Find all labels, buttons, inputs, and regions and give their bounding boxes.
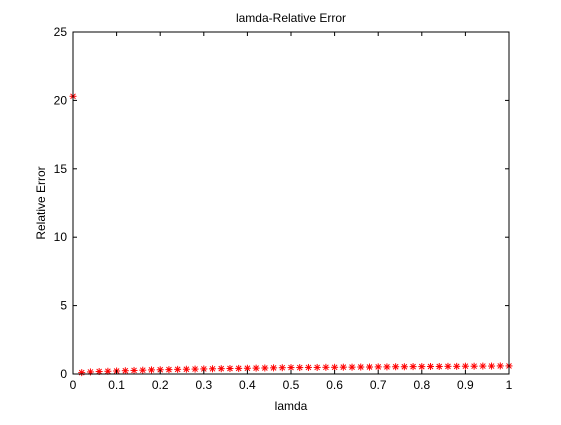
data-point <box>357 364 364 371</box>
x-tick-label: 0.9 <box>457 378 474 392</box>
data-point <box>331 364 338 371</box>
y-tick-label: 25 <box>54 25 68 39</box>
x-tick-label: 0.4 <box>239 378 256 392</box>
data-point <box>401 363 408 370</box>
data-point <box>218 365 225 372</box>
data-point <box>279 364 286 371</box>
data-point <box>462 363 469 370</box>
data-point <box>471 363 478 370</box>
data-point <box>314 364 321 371</box>
data-point <box>340 364 347 371</box>
data-point <box>183 366 190 373</box>
x-tick-label: 0.8 <box>413 378 430 392</box>
data-point <box>78 369 85 376</box>
data-point <box>453 363 460 370</box>
x-tick-label: 1 <box>506 378 513 392</box>
data-point <box>226 365 233 372</box>
x-tick-label: 0.1 <box>108 378 125 392</box>
data-point <box>410 363 417 370</box>
data-point <box>366 364 373 371</box>
plot-area <box>73 32 509 374</box>
data-point <box>296 364 303 371</box>
x-tick-label: 0.3 <box>195 378 212 392</box>
x-tick-label: 0.6 <box>326 378 343 392</box>
data-point <box>261 364 268 371</box>
data-point <box>375 363 382 370</box>
data-point <box>418 363 425 370</box>
data-point <box>383 363 390 370</box>
data-point <box>479 363 486 370</box>
data-point <box>436 363 443 370</box>
x-tick-label: 0.5 <box>283 378 300 392</box>
data-point <box>488 363 495 370</box>
data-point <box>209 365 216 372</box>
x-tick-label: 0.7 <box>370 378 387 392</box>
data-point <box>192 366 199 373</box>
data-point <box>444 363 451 370</box>
y-tick-label: 0 <box>60 367 67 381</box>
data-point <box>165 366 172 373</box>
y-tick-label: 10 <box>54 230 68 244</box>
data-point <box>253 365 260 372</box>
data-point <box>322 364 329 371</box>
data-point <box>427 363 434 370</box>
data-point <box>131 367 138 374</box>
x-tick-label: 0 <box>70 378 77 392</box>
y-axis-label: Relative Error <box>34 166 48 239</box>
data-point <box>305 364 312 371</box>
y-tick-label: 5 <box>60 299 67 313</box>
data-point <box>148 366 155 373</box>
data-point <box>174 366 181 373</box>
data-point <box>392 363 399 370</box>
y-tick-label: 15 <box>54 162 68 176</box>
data-point <box>139 367 146 374</box>
data-point <box>270 364 277 371</box>
x-axis-label: lamda <box>275 399 308 413</box>
chart-title: lamda-Relative Error <box>236 11 346 25</box>
data-point <box>497 362 504 369</box>
x-tick-label: 0.2 <box>152 378 169 392</box>
data-point <box>349 364 356 371</box>
data-point <box>235 365 242 372</box>
data-point <box>122 367 129 374</box>
y-tick-label: 20 <box>54 93 68 107</box>
